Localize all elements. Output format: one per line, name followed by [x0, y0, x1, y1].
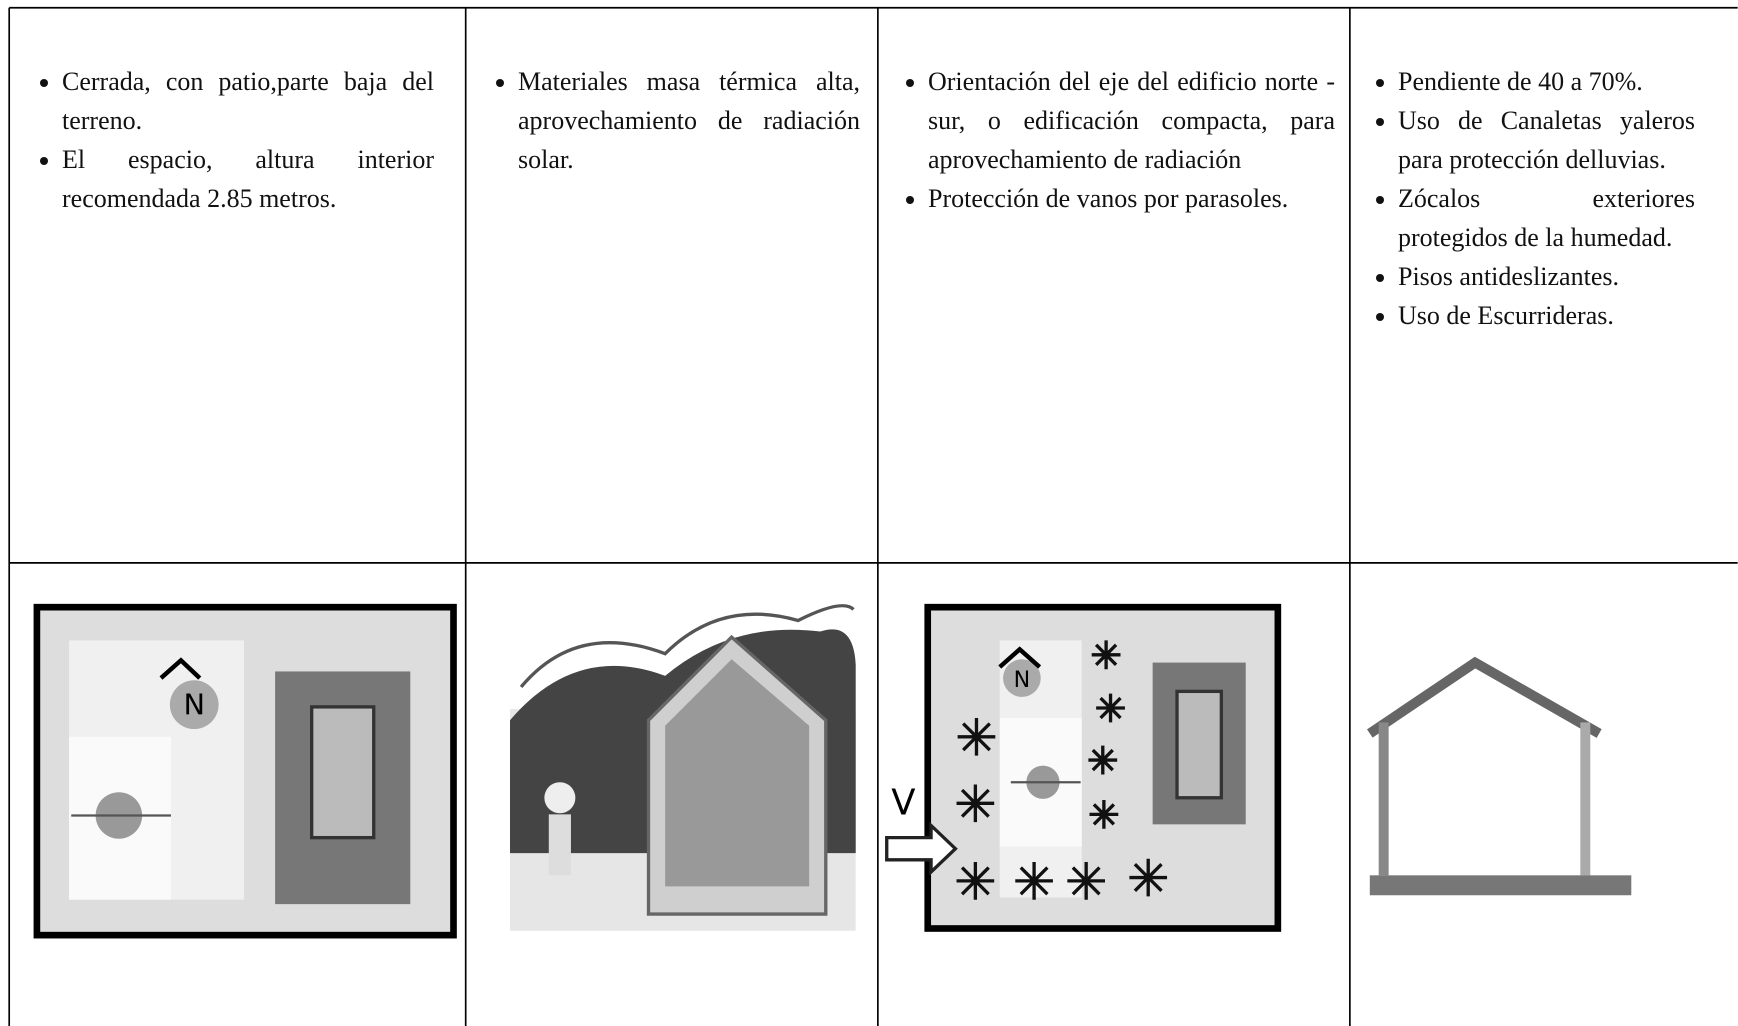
- bullet-item: Uso de Canaletas yaleros para protección…: [1398, 101, 1695, 179]
- bullet-item: Materiales masa térmica alta, aprovecham…: [518, 62, 860, 179]
- bullet-item: Protección de vanos por parasoles.: [928, 179, 1335, 218]
- bullet-item: Cerrada, con patio,parte baja del terren…: [62, 62, 434, 140]
- bullet-item: Orientación del eje del edificio norte -…: [928, 62, 1335, 179]
- site-plan-vegetation: N V: [885, 603, 1282, 932]
- cell: Materiales masa térmica alta, aprovecham…: [470, 62, 860, 179]
- site-plan: N: [33, 603, 457, 939]
- bullet-list: Orientación del eje del edificio norte -…: [880, 62, 1335, 218]
- bullet-list: Materiales masa térmica alta, aprovecham…: [470, 62, 860, 179]
- bullet-list: Cerrada, con patio,parte baja del terren…: [14, 62, 434, 218]
- wind-label: V: [891, 782, 915, 823]
- roof-section: [1367, 656, 1632, 896]
- bullet-list: Pendiente de 40 a 70%.Uso de Canaletas y…: [1350, 62, 1695, 335]
- cell: Orientación del eje del edificio norte -…: [880, 62, 1335, 218]
- north-label: N: [183, 688, 205, 722]
- bullet-item: El espacio, altura interior recomendada …: [62, 140, 434, 218]
- bullet-item: Pisos antideslizantes.: [1398, 257, 1695, 296]
- bullet-item: Pendiente de 40 a 70%.: [1398, 62, 1695, 101]
- north-label: N: [1014, 667, 1031, 693]
- cell: Pendiente de 40 a 70%.Uso de Canaletas y…: [1350, 62, 1695, 335]
- bullet-item: Zócalos exteriores protegidos de la hume…: [1398, 179, 1695, 257]
- bullet-item: Uso de Escurrideras.: [1398, 296, 1695, 335]
- cell: Cerrada, con patio,parte baja del terren…: [14, 62, 434, 218]
- building-section: [510, 604, 856, 931]
